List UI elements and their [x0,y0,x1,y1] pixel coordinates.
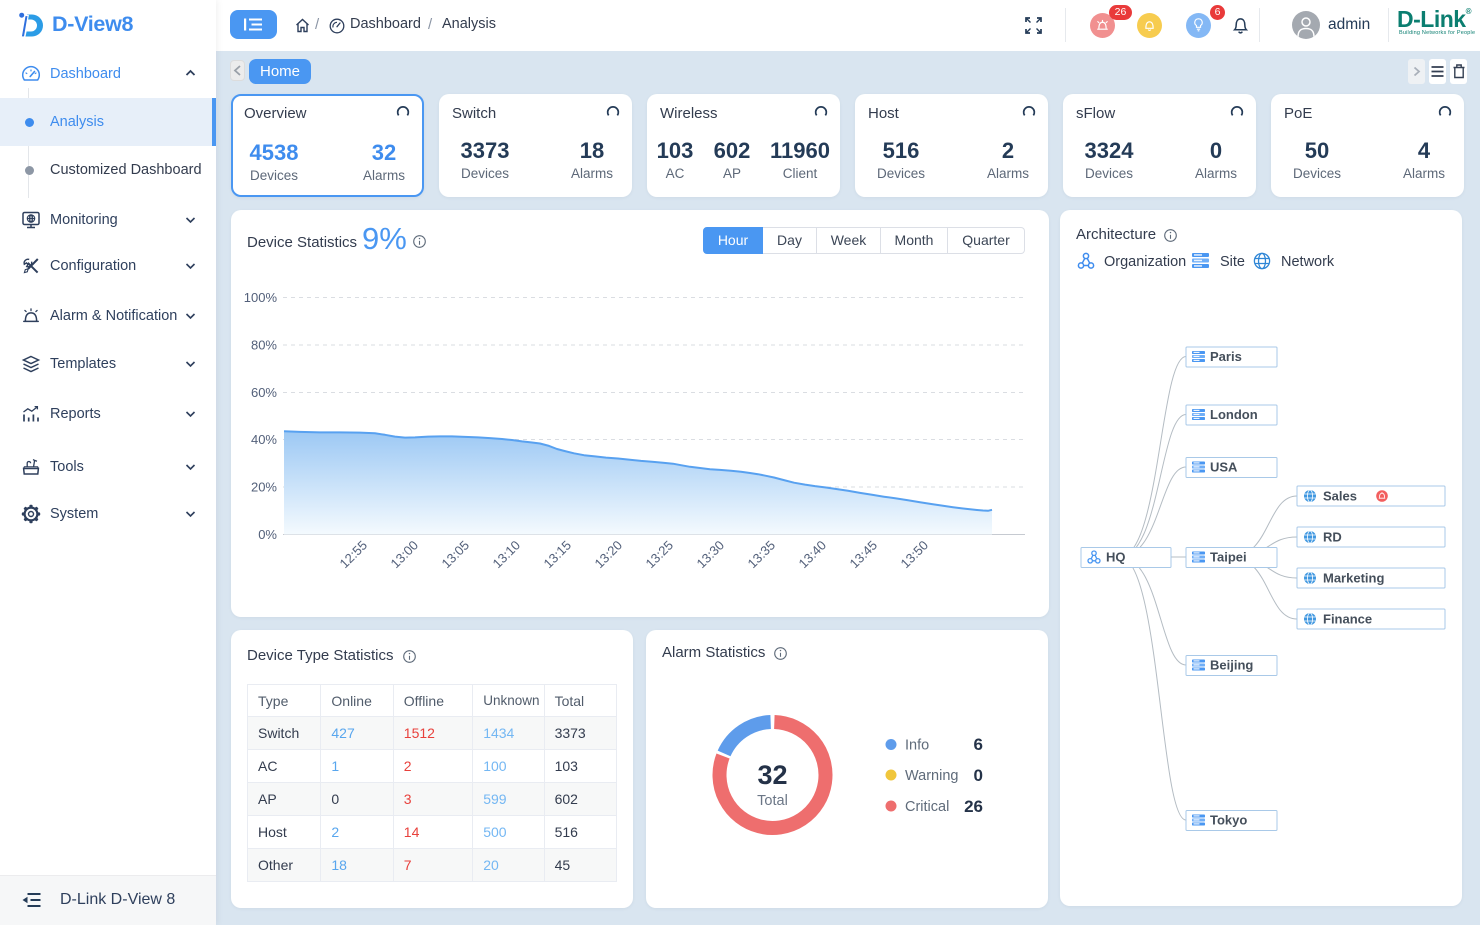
svg-text:0: 0 [974,766,983,785]
svg-text:60%: 60% [251,385,277,400]
svg-text:Beijing: Beijing [1210,658,1253,673]
svg-text:Finance: Finance [1323,612,1372,627]
svg-text:RD: RD [1323,530,1342,545]
svg-text:13:45: 13:45 [847,538,881,572]
svg-text:Warning: Warning [905,768,958,784]
svg-text:13:35: 13:35 [745,538,779,572]
svg-text:100%: 100% [244,290,278,305]
svg-text:13:30: 13:30 [694,538,728,572]
svg-text:Taipei: Taipei [1210,550,1247,565]
svg-text:32: 32 [757,760,787,790]
svg-text:13:15: 13:15 [541,538,575,572]
svg-text:13:20: 13:20 [592,538,626,572]
svg-text:0%: 0% [258,527,277,542]
svg-text:USA: USA [1210,460,1238,475]
svg-text:HQ: HQ [1106,550,1126,565]
svg-text:Tokyo: Tokyo [1210,813,1247,828]
svg-text:13:40: 13:40 [796,538,830,572]
svg-text:Critical: Critical [905,799,949,815]
svg-text:London: London [1210,407,1258,422]
svg-text:Marketing: Marketing [1323,571,1384,586]
svg-text:13:00: 13:00 [388,538,422,572]
svg-text:13:50: 13:50 [898,538,932,572]
svg-text:40%: 40% [251,432,277,447]
svg-text:6: 6 [974,735,983,754]
svg-text:20%: 20% [251,480,277,495]
svg-text:Total: Total [757,793,788,809]
svg-text:13:25: 13:25 [643,538,677,572]
svg-text:26: 26 [964,797,983,816]
svg-text:13:10: 13:10 [490,538,524,572]
svg-text:80%: 80% [251,338,277,353]
svg-text:Info: Info [905,738,929,754]
svg-text:12:55: 12:55 [337,538,371,572]
svg-text:Paris: Paris [1210,349,1242,364]
svg-text:Sales: Sales [1323,489,1357,504]
svg-text:13:05: 13:05 [439,538,473,572]
